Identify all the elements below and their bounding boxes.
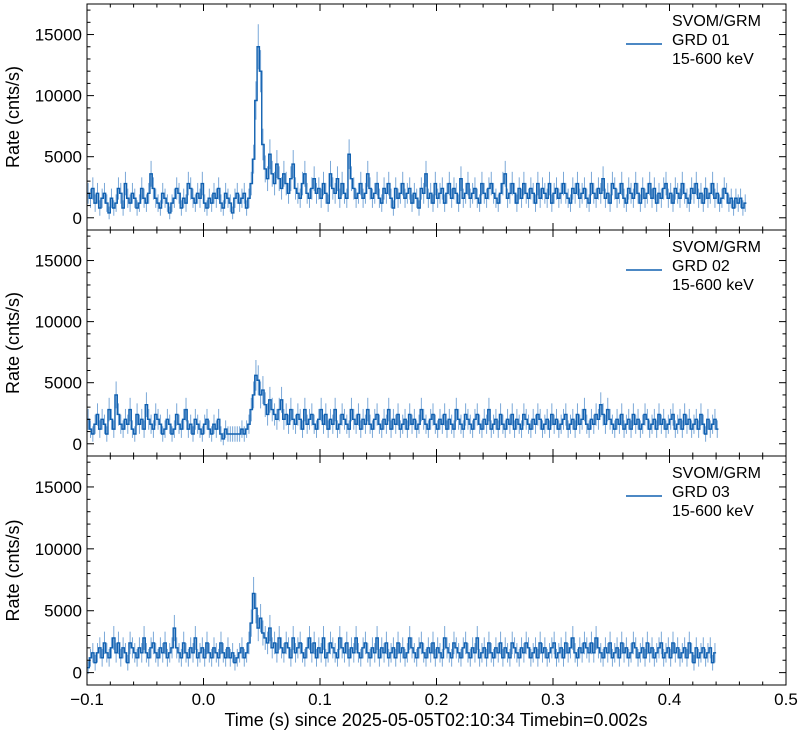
x-tick-label: 0.0 — [192, 690, 216, 709]
panel-2: 0 5000 10000 15000 Rate (cnts/s) SVOM/GRM GRD … — [3, 229, 787, 457]
y-tick-label: 10000 — [35, 540, 82, 559]
y-tick-label: 0 — [73, 664, 82, 683]
legend-label: 15-600 keV — [672, 51, 754, 68]
legend-label: SVOM/GRM — [672, 465, 761, 482]
legend-label: SVOM/GRM — [672, 239, 761, 256]
y-tick-label: 15000 — [35, 26, 82, 45]
legend-label: GRD 01 — [672, 32, 730, 49]
x-tick-label: 0.5 — [774, 690, 798, 709]
y-tick-label: 5000 — [44, 148, 82, 167]
series-trace — [87, 24, 747, 220]
legend-label: SVOM/GRM — [672, 13, 761, 30]
legend: SVOM/GRM GRD 03 15-600 keV — [626, 465, 761, 520]
legend: SVOM/GRM GRD 02 15-600 keV — [626, 239, 761, 294]
y-axis-label: Rate (cnts/s) — [3, 292, 23, 394]
series-trace — [87, 576, 717, 675]
step-line — [87, 46, 747, 214]
x-tick-label: 0.1 — [308, 690, 332, 709]
x-tick-label: 0.2 — [425, 690, 449, 709]
y-tick-label: 0 — [73, 435, 82, 454]
y-axis-label: Rate (cnts/s) — [3, 66, 23, 168]
step-line — [87, 374, 719, 440]
y-tick-label: 5000 — [44, 374, 82, 393]
x-tick-label: 0.4 — [658, 690, 682, 709]
y-tick-label: 10000 — [35, 87, 82, 106]
legend-label: GRD 03 — [672, 484, 730, 501]
y-tick-label: 10000 — [35, 313, 82, 332]
x-axis-label: Time (s) since 2025-05-05T02:10:34 Timeb… — [224, 710, 647, 730]
step-line — [87, 592, 717, 669]
y-tick-label: 15000 — [35, 252, 82, 271]
legend-label: 15-600 keV — [672, 277, 754, 294]
legend: SVOM/GRM GRD 01 15-600 keV — [626, 13, 761, 68]
x-tick-label: −0.1 — [70, 690, 104, 709]
panel-3: 0 5000 10000 15000 −0.1 0.0 0.1 0.2 0.3 0.4 0.5 Rat… — [3, 455, 798, 709]
x-tick-label: 0.3 — [541, 690, 565, 709]
series-trace — [87, 360, 719, 446]
y-tick-label: 5000 — [44, 602, 82, 621]
y-axis-label: Rate (cnts/s) — [3, 519, 23, 621]
legend-label: GRD 02 — [672, 258, 730, 275]
y-tick-label: 0 — [73, 209, 82, 228]
y-tick-label: 15000 — [35, 478, 82, 497]
legend-label: 15-600 keV — [672, 503, 754, 520]
panel-1: 0 5000 10000 15000 Rate (cnts/s) SVOM/GRM GRD … — [3, 3, 787, 231]
